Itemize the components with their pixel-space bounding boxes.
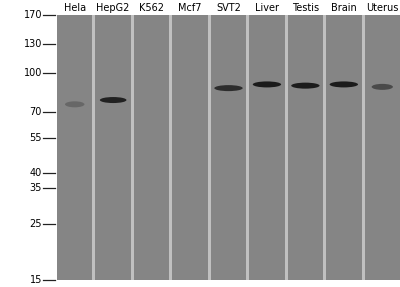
- Ellipse shape: [100, 97, 126, 103]
- Ellipse shape: [214, 85, 243, 91]
- Text: 35: 35: [30, 183, 42, 193]
- Text: 70: 70: [30, 107, 42, 117]
- Text: Uterus: Uterus: [366, 3, 398, 13]
- Text: 170: 170: [24, 10, 42, 20]
- Bar: [288, 15, 323, 280]
- Bar: [249, 15, 285, 280]
- Text: 40: 40: [30, 168, 42, 178]
- Ellipse shape: [253, 82, 281, 88]
- Ellipse shape: [372, 84, 393, 90]
- Text: HepG2: HepG2: [96, 3, 130, 13]
- Text: SVT2: SVT2: [216, 3, 241, 13]
- Text: 55: 55: [30, 133, 42, 143]
- Ellipse shape: [65, 101, 84, 107]
- Ellipse shape: [330, 82, 358, 88]
- Bar: [57, 15, 400, 280]
- Text: 130: 130: [24, 39, 42, 49]
- Bar: [364, 15, 400, 280]
- Bar: [57, 15, 92, 280]
- Text: Brain: Brain: [331, 3, 357, 13]
- Bar: [211, 15, 246, 280]
- Text: Liver: Liver: [255, 3, 279, 13]
- Bar: [96, 15, 131, 280]
- Ellipse shape: [291, 83, 320, 89]
- Bar: [134, 15, 169, 280]
- Text: 15: 15: [30, 275, 42, 285]
- Text: Testis: Testis: [292, 3, 319, 13]
- Bar: [172, 15, 208, 280]
- Bar: [326, 15, 362, 280]
- Text: Mcf7: Mcf7: [178, 3, 202, 13]
- Text: 25: 25: [30, 219, 42, 229]
- Text: 100: 100: [24, 68, 42, 78]
- Text: Hela: Hela: [64, 3, 86, 13]
- Text: K562: K562: [139, 3, 164, 13]
